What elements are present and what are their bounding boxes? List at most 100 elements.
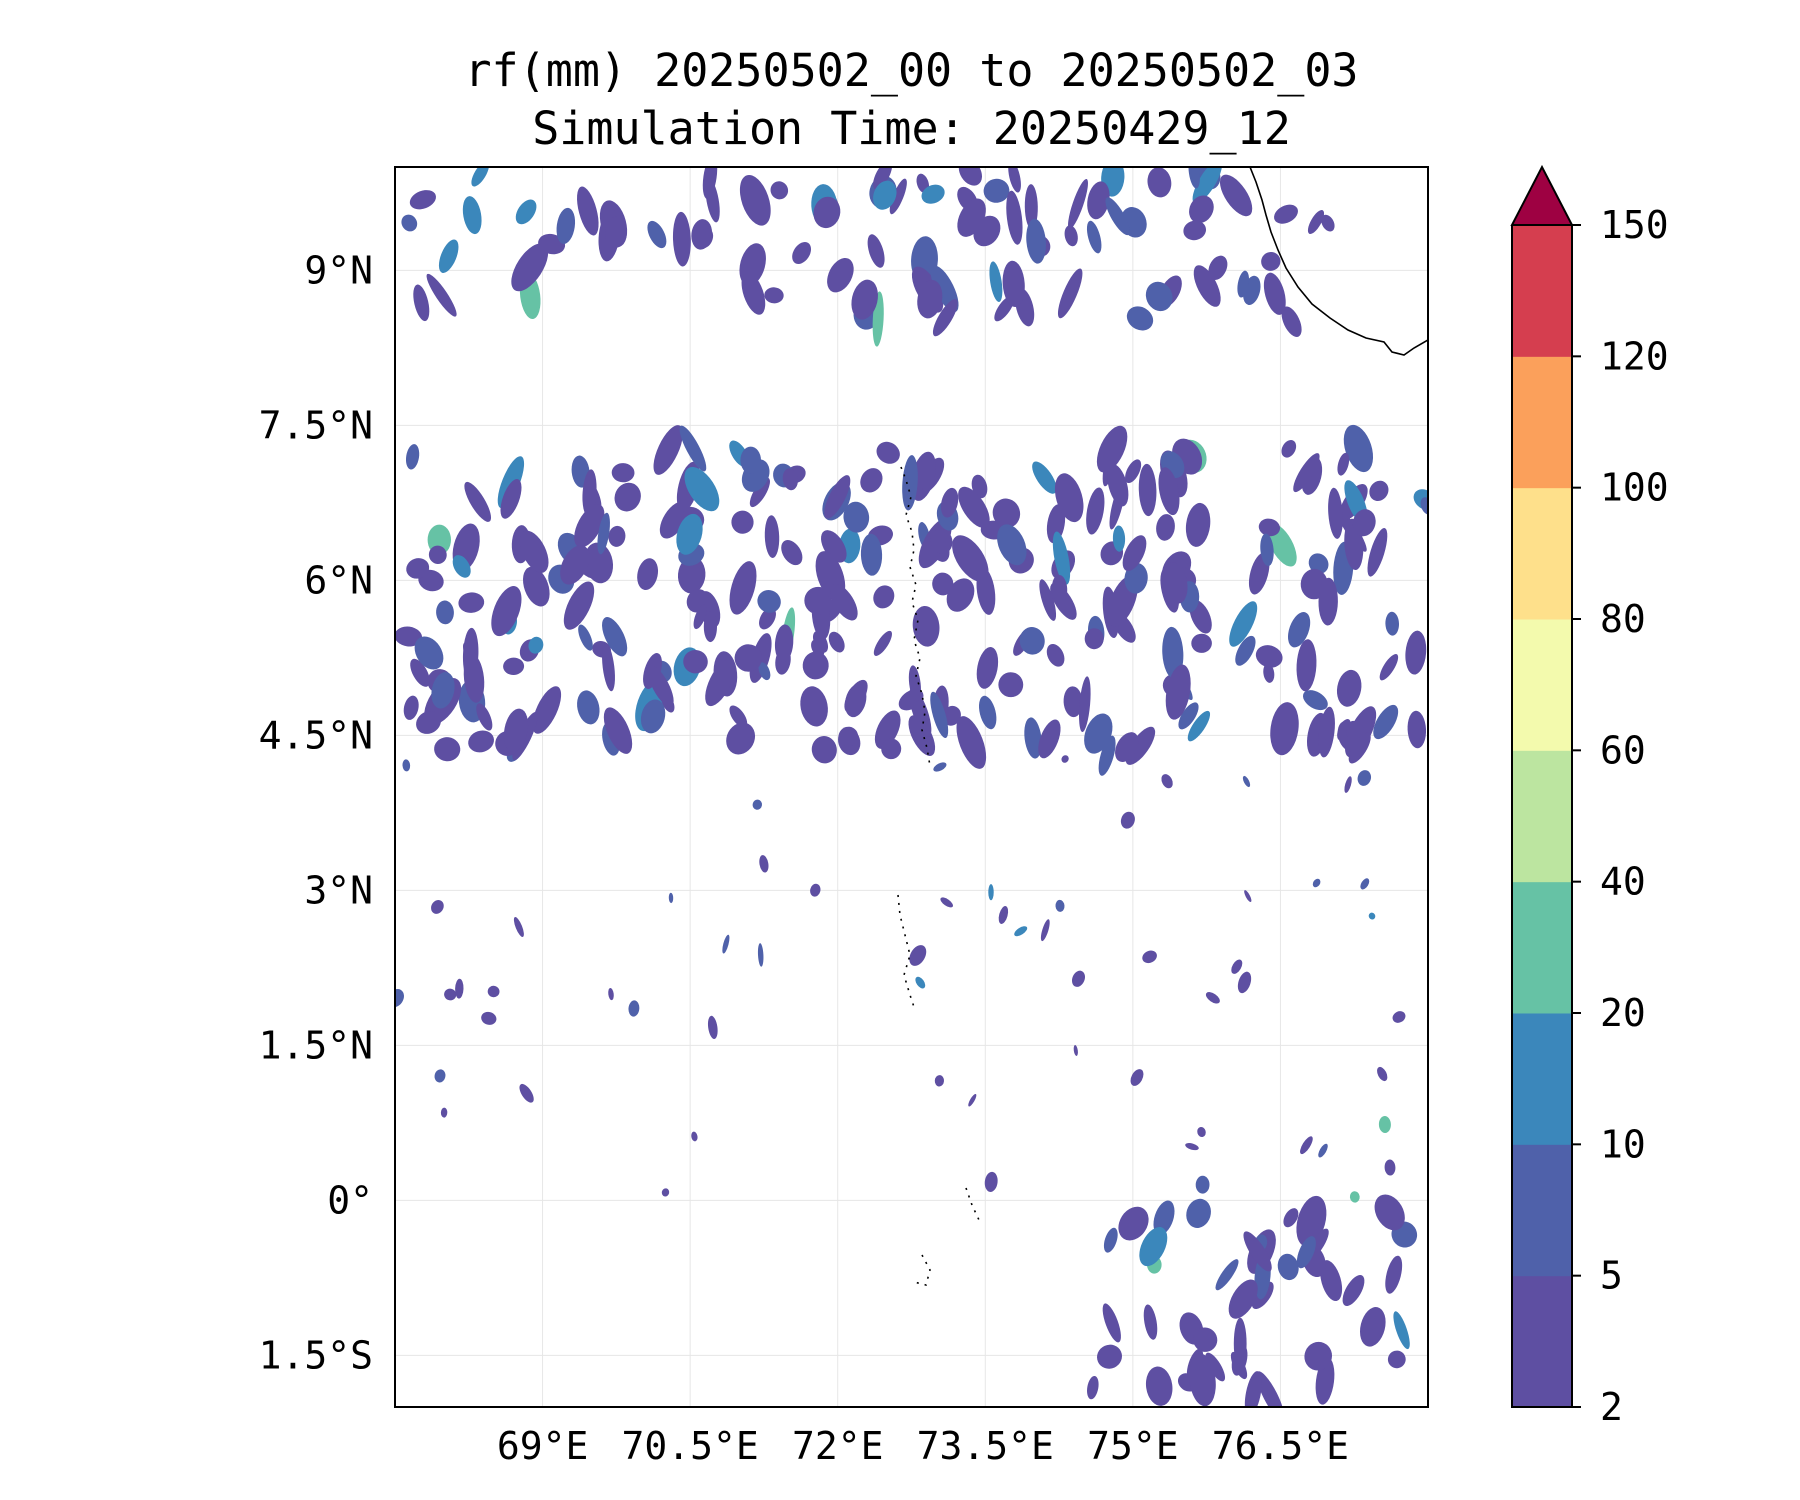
y-tick-label: 6°N	[304, 558, 373, 602]
rain-cell	[1052, 531, 1071, 585]
rain-cell	[1256, 1371, 1285, 1407]
rain-cell	[1244, 1371, 1262, 1407]
rain-cell	[932, 572, 954, 596]
rain-cell	[781, 540, 803, 566]
rain-cell	[403, 695, 419, 720]
y-tick-label: 1.5°S	[259, 1333, 373, 1377]
rain-cell	[1307, 210, 1325, 234]
rain-cell	[1096, 425, 1128, 473]
rain-cell	[749, 477, 770, 508]
rain-cell	[1139, 1227, 1168, 1267]
rain-cell	[958, 486, 990, 528]
rain-cell	[684, 466, 720, 512]
rain-cell	[992, 498, 1021, 528]
rain-cell	[930, 691, 949, 739]
rain-cell	[444, 988, 457, 1001]
rain-cell	[436, 600, 454, 625]
rain-cell	[1006, 190, 1023, 245]
rain-cell	[604, 216, 628, 248]
rain-cell	[998, 672, 1024, 698]
rain-cell	[458, 592, 485, 613]
rain-cell	[1385, 1255, 1403, 1294]
rain-cell	[976, 647, 999, 689]
rain-cell	[1002, 260, 1025, 308]
rain-cell	[782, 468, 798, 491]
rain-cell	[1156, 514, 1175, 541]
rain-cell	[956, 716, 987, 769]
rain-cell	[1130, 1069, 1144, 1086]
rain-cell	[519, 1083, 534, 1103]
rain-cell	[909, 945, 927, 966]
rain-cell	[1205, 992, 1220, 1004]
rain-cell	[1237, 270, 1250, 298]
rain-cell	[1192, 167, 1223, 204]
rain-cell	[582, 469, 597, 516]
x-tick-label: 69°E	[497, 1424, 589, 1468]
y-tick-label: 0°	[327, 1178, 373, 1222]
rain-cell	[1165, 664, 1191, 720]
rain-cell	[500, 479, 522, 519]
rain-cell	[503, 708, 529, 752]
rain-cell	[1357, 770, 1372, 786]
rain-cell	[1084, 713, 1113, 754]
rain-cell	[434, 737, 461, 762]
rain-cell	[1120, 811, 1135, 829]
rain-cell	[1348, 732, 1371, 764]
rain-cell	[1107, 464, 1129, 507]
rain-cell	[1387, 1350, 1406, 1369]
rain-cell	[1302, 690, 1328, 711]
rain-cell	[522, 566, 550, 607]
colorbar-segment	[1512, 225, 1572, 357]
rain-cell	[1228, 1279, 1258, 1319]
rain-cell	[679, 425, 707, 472]
rain-cell	[1054, 473, 1084, 523]
rain-cell	[602, 642, 615, 692]
rain-cell	[792, 242, 812, 264]
rain-cell	[739, 243, 766, 286]
rain-cell	[1373, 704, 1399, 740]
rain-cell	[1261, 251, 1281, 271]
rain-cell	[676, 513, 703, 555]
rain-cell	[726, 722, 756, 755]
rain-cell	[1312, 878, 1321, 888]
rain-cell	[528, 636, 544, 654]
rain-cell	[697, 228, 714, 249]
x-tick-label: 75°E	[1087, 1424, 1179, 1468]
rain-cell	[843, 501, 870, 533]
rain-cell	[1393, 1311, 1410, 1350]
rain-cell	[1103, 1227, 1118, 1253]
rain-cell	[1046, 504, 1066, 544]
rain-cell	[1321, 214, 1335, 232]
rain-cell	[1293, 453, 1320, 493]
rain-cell	[1274, 204, 1298, 224]
rain-cell	[1359, 1306, 1386, 1347]
rain-cell	[452, 555, 471, 578]
rain-cell	[921, 184, 945, 204]
rain-cell	[637, 558, 659, 590]
rain-cell	[1086, 220, 1102, 254]
rain-band	[401, 167, 1335, 347]
rain-cell	[1153, 1200, 1175, 1236]
grid-lines	[395, 167, 1428, 1407]
coastline	[897, 167, 1428, 1286]
rain-cell	[578, 624, 593, 651]
rain-cell	[1024, 184, 1038, 230]
rain-cell	[889, 178, 907, 215]
rain-cell	[515, 199, 537, 225]
rain-cell	[908, 715, 936, 756]
rain-cell	[1078, 676, 1091, 732]
rain-cell	[395, 626, 423, 647]
rain-cell	[410, 658, 430, 687]
rain-cell	[940, 897, 953, 908]
rain-cell	[1360, 878, 1370, 890]
x-tick-label: 70.5°E	[622, 1424, 759, 1468]
rain-cell	[1097, 1344, 1122, 1369]
rain-cell	[416, 711, 441, 734]
rain-cell	[1162, 626, 1184, 679]
rain-cell	[703, 611, 718, 643]
rain-cell	[577, 186, 599, 236]
rain-cell	[759, 855, 769, 873]
rain-cell	[731, 510, 754, 534]
rain-cell	[1008, 167, 1021, 193]
rain-cell	[917, 279, 943, 319]
